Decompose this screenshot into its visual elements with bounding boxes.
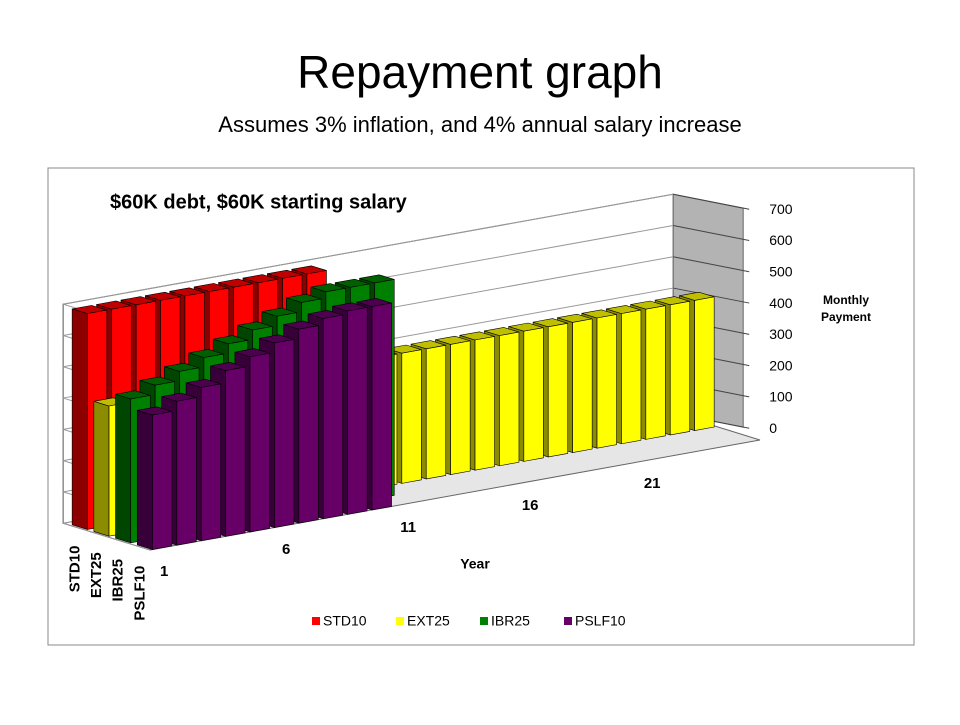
bar-front — [499, 331, 520, 467]
bar-front — [371, 302, 392, 511]
slide-subtitle: Assumes 3% inflation, and 4% annual sala… — [218, 112, 741, 137]
bar-front — [298, 325, 319, 524]
slide-title: Repayment graph — [297, 46, 663, 98]
depth-label: STD10 — [66, 546, 83, 593]
y-tick-label: 600 — [769, 232, 793, 248]
y-tick-label: 200 — [769, 357, 793, 373]
bar-front — [474, 336, 495, 471]
y-axis-label: Monthly Payment — [820, 293, 872, 324]
bar-front — [572, 318, 593, 453]
grid-line — [63, 193, 674, 305]
depth-label: EXT25 — [88, 552, 105, 598]
bar-front — [547, 322, 569, 458]
x-tick-label: 1 — [160, 563, 168, 580]
grid-line — [63, 522, 151, 551]
bar-side — [93, 400, 110, 537]
bar-front — [669, 300, 691, 436]
depth-label: PSLF10 — [131, 566, 148, 621]
bar-front — [347, 307, 368, 515]
x-tick-label: 16 — [522, 497, 539, 514]
bar-front — [596, 314, 617, 449]
bar-front — [401, 349, 422, 484]
bar-front — [225, 366, 246, 537]
legend-swatch — [480, 617, 488, 625]
y-tick-label: 700 — [769, 201, 793, 217]
bar-front — [176, 397, 197, 546]
legend-swatch — [312, 617, 320, 625]
legend-label: IBR25 — [491, 613, 530, 629]
bar-front — [645, 305, 666, 440]
bar-front — [274, 339, 295, 528]
y-tick-label: 300 — [769, 326, 793, 342]
legend-label: EXT25 — [407, 613, 450, 629]
depth-label: IBR25 — [110, 559, 127, 602]
y-tick-label: 400 — [769, 295, 793, 311]
legend-swatch — [564, 617, 572, 625]
y-tick-label: 100 — [769, 389, 793, 405]
bar-front — [200, 383, 222, 542]
tick-mark — [673, 287, 750, 304]
bar-front — [152, 411, 173, 550]
chart-title: $60K debt, $60K starting salary — [110, 191, 408, 213]
tick-mark — [673, 224, 750, 241]
legend-swatch — [396, 617, 404, 625]
x-tick-label: 21 — [644, 475, 661, 492]
y-tick-label: 0 — [769, 420, 777, 436]
bar-side — [136, 409, 153, 550]
x-tick-label: 11 — [400, 519, 416, 536]
bar-front — [249, 352, 270, 533]
bar — [136, 406, 173, 550]
bar-front — [425, 344, 447, 480]
legend-label: PSLF10 — [575, 613, 626, 629]
bar-side — [71, 308, 88, 530]
bar-front — [523, 327, 544, 462]
bar-front — [621, 309, 642, 445]
bar-front — [322, 314, 344, 520]
bar-front — [694, 296, 715, 431]
tick-mark — [673, 193, 750, 210]
legend-label: STD10 — [323, 613, 367, 629]
tick-mark — [673, 256, 750, 273]
x-axis-label: Year — [460, 556, 490, 572]
y-tick-label: 500 — [769, 263, 793, 279]
bar-side — [115, 393, 132, 544]
x-tick-label: 6 — [282, 541, 290, 558]
bar-front — [450, 340, 471, 475]
